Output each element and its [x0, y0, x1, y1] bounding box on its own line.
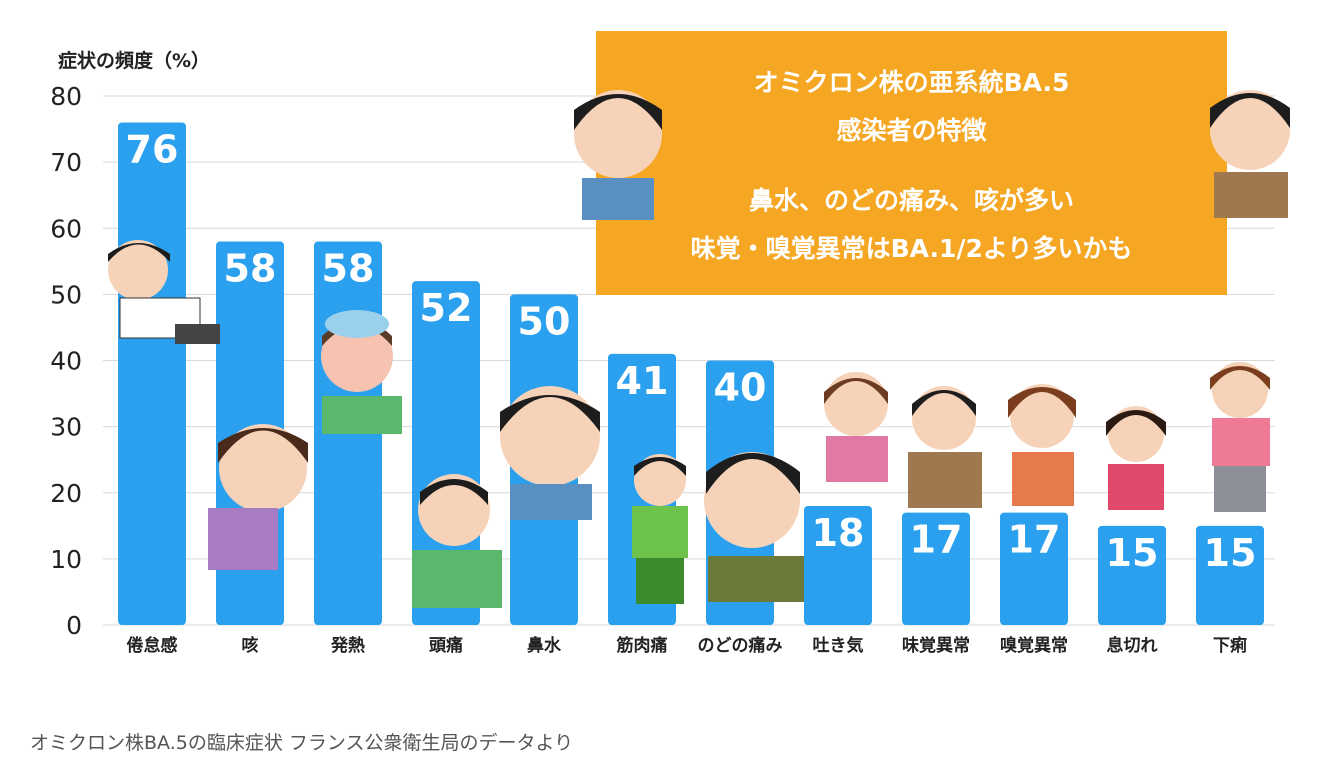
person-illustration-sore-throat: [704, 452, 804, 602]
x-tick-label: 発熱: [330, 635, 365, 656]
bar-value-label: 18: [812, 511, 865, 555]
person-illustration-callout-left: [574, 90, 662, 220]
person-illustration-fatigue: [108, 240, 220, 344]
bar: [804, 505, 872, 625]
y-tick-label: 30: [50, 413, 82, 442]
person-illustration-callout-right: [1210, 90, 1290, 218]
bar-value-label: 15: [1204, 531, 1257, 575]
y-tick-label: 0: [66, 611, 82, 640]
person-illustration-fever: [321, 310, 402, 434]
y-axis-unit-label: 症状の頻度（%）: [58, 50, 211, 72]
person-illustration-taste-disorder: [908, 386, 982, 508]
bar-value-label: 41: [616, 359, 669, 403]
y-tick-label: 80: [50, 82, 82, 111]
person-illustration-shortness-of-breath: [1106, 406, 1166, 510]
x-tick-label: 頭痛: [429, 635, 463, 656]
bar: [118, 122, 186, 625]
x-tick-label: 下痢: [1213, 635, 1247, 656]
bar-value-label: 50: [518, 299, 571, 343]
person-illustration-headache: [412, 474, 502, 608]
x-tick-label: 嗅覚異常: [1000, 635, 1068, 656]
bar-value-label: 17: [910, 518, 963, 562]
x-tick-label: 鼻水: [527, 635, 562, 656]
person-illustration-muscle-pain: [632, 454, 688, 604]
bar: [1000, 512, 1068, 625]
summary-callout: オミクロン株の亜系統BA.5 感染者の特徴 鼻水、のどの痛み、咳が多い 味覚・嗅…: [596, 31, 1227, 295]
person-illustration-diarrhea: [1210, 362, 1270, 512]
callout-subtitle: 感染者の特徴: [836, 116, 987, 145]
bar: [902, 512, 970, 625]
bar-value-label: 52: [420, 286, 473, 330]
y-tick-label: 20: [50, 479, 82, 508]
bar: [1196, 525, 1264, 625]
x-tick-label: 息切れ: [1107, 635, 1158, 656]
person-illustration-nausea: [824, 372, 888, 482]
bar-value-label: 58: [224, 246, 277, 290]
callout-point-2: 味覚・嗅覚異常はBA.1/2より多いかも: [690, 234, 1133, 263]
x-tick-label: 倦怠感: [127, 635, 178, 656]
y-tick-label: 50: [50, 280, 82, 309]
x-tick-label: 咳: [242, 635, 259, 656]
callout-point-1: 鼻水、のどの痛み、咳が多い: [748, 186, 1074, 215]
bar-value-label: 40: [714, 366, 767, 410]
person-illustration-smell-disorder: [1008, 384, 1076, 506]
y-tick-label: 60: [50, 214, 82, 243]
person-illustration-cough: [208, 424, 308, 570]
x-tick-label: 味覚異常: [902, 635, 970, 656]
y-tick-label: 10: [50, 545, 82, 574]
callout-title: オミクロン株の亜系統BA.5: [753, 68, 1070, 97]
bar-value-label: 58: [322, 246, 375, 290]
figure-caption: オミクロン株BA.5の臨床症状 フランス公衆衛生局のデータより: [30, 732, 574, 754]
bar-value-label: 76: [126, 127, 179, 171]
y-tick-label: 70: [50, 148, 82, 177]
x-tick-label: のどの痛み: [698, 635, 783, 656]
chart-figure: 0 10 20 30 40 50 60 70 80 76 倦怠感 58 咳 58 発熱 52 頭痛 50 鼻水 41 筋…: [30, 0, 1310, 712]
person-illustration-runny-nose: [500, 386, 600, 520]
bar-value-label: 15: [1106, 531, 1159, 575]
bar: [1098, 525, 1166, 625]
x-tick-label: 吐き気: [813, 635, 864, 656]
x-tick-label: 筋肉痛: [616, 635, 668, 656]
bar-value-label: 17: [1008, 518, 1061, 562]
y-tick-label: 40: [50, 347, 82, 376]
